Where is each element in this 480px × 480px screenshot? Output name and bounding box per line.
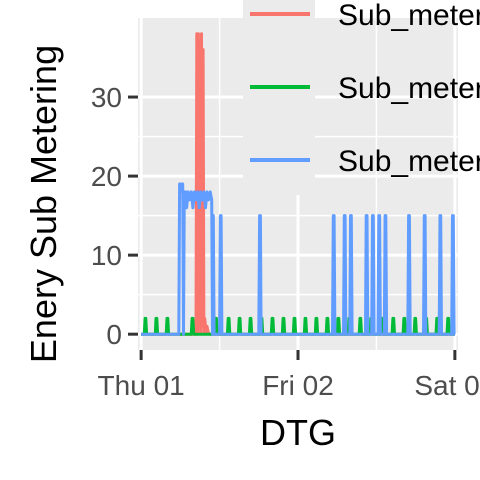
y-axis-title: Enery Sub Metering bbox=[23, 45, 64, 363]
x-tick-label: Sat 03 bbox=[414, 370, 480, 401]
y-tick-label: 0 bbox=[106, 319, 122, 350]
legend: Sub_metering_1 Sub_metering_2 Sub_metering… bbox=[243, 0, 480, 195]
y-tick-label: 30 bbox=[91, 82, 122, 113]
x-axis: Thu 01 Fri 02 Sat 03 bbox=[98, 350, 480, 401]
legend-label-3: Sub_metering_3 bbox=[338, 145, 480, 178]
y-tick-label: 10 bbox=[91, 240, 122, 271]
x-axis-title: DTG bbox=[260, 412, 336, 453]
x-tick-label: Thu 01 bbox=[98, 370, 185, 401]
series-line-3 bbox=[141, 182, 456, 336]
legend-label-1: Sub_metering_1 bbox=[338, 0, 480, 32]
series-layer bbox=[141, 32, 456, 336]
legend-background bbox=[243, 0, 315, 195]
x-tick-label: Fri 02 bbox=[262, 370, 334, 401]
y-axis: 0 10 20 30 bbox=[91, 82, 138, 350]
y-tick-label: 20 bbox=[91, 161, 122, 192]
legend-label-2: Sub_metering_2 bbox=[338, 72, 480, 105]
